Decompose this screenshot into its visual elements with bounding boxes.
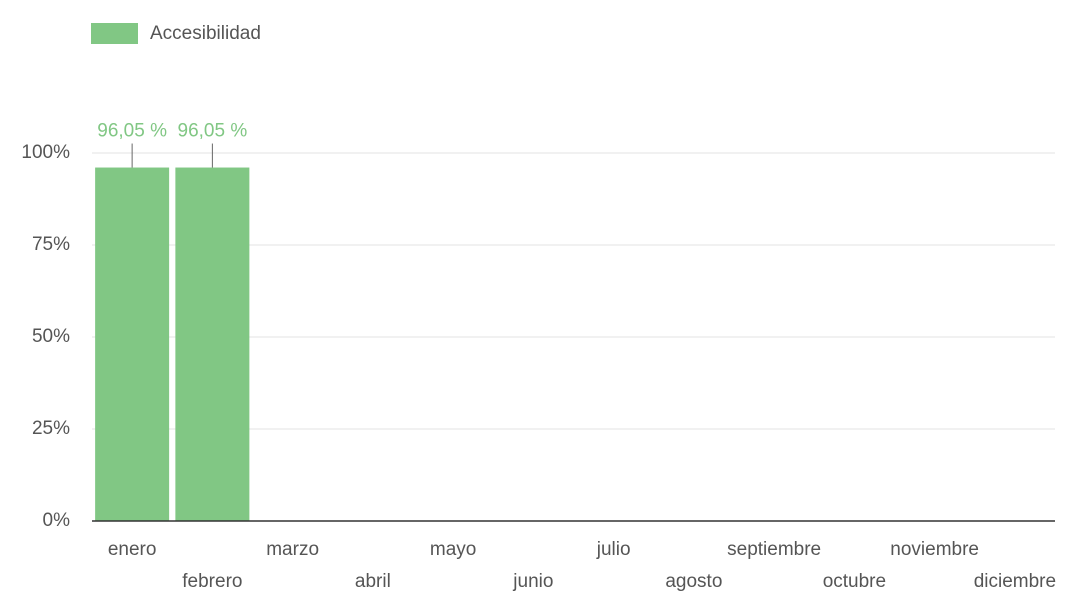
x-tick-label: febrero: [182, 571, 242, 592]
x-tick-label: octubre: [823, 571, 886, 592]
bar: [175, 167, 250, 521]
x-tick-label: diciembre: [974, 571, 1056, 592]
x-tick-label: septiembre: [727, 539, 821, 560]
x-tick-label: agosto: [665, 571, 722, 592]
y-tick-label: 75%: [32, 234, 70, 255]
legend-swatch: [91, 23, 138, 44]
y-tick-label: 100%: [21, 142, 70, 163]
y-tick-label: 25%: [32, 418, 70, 439]
x-tick-label: marzo: [266, 539, 319, 560]
value-label: 96,05 %: [97, 121, 167, 142]
x-tick-label: enero: [108, 539, 157, 560]
y-tick-label: 50%: [32, 326, 70, 347]
x-tick-label: junio: [512, 571, 553, 592]
value-label: 96,05 %: [178, 121, 248, 142]
x-tick-label: mayo: [430, 539, 476, 560]
y-tick-label: 0%: [43, 510, 71, 531]
bar: [95, 167, 170, 521]
x-tick-label: abril: [355, 571, 391, 592]
legend-label: Accesibilidad: [150, 23, 261, 44]
x-tick-label: julio: [596, 539, 631, 560]
x-tick-label: noviembre: [890, 539, 979, 560]
